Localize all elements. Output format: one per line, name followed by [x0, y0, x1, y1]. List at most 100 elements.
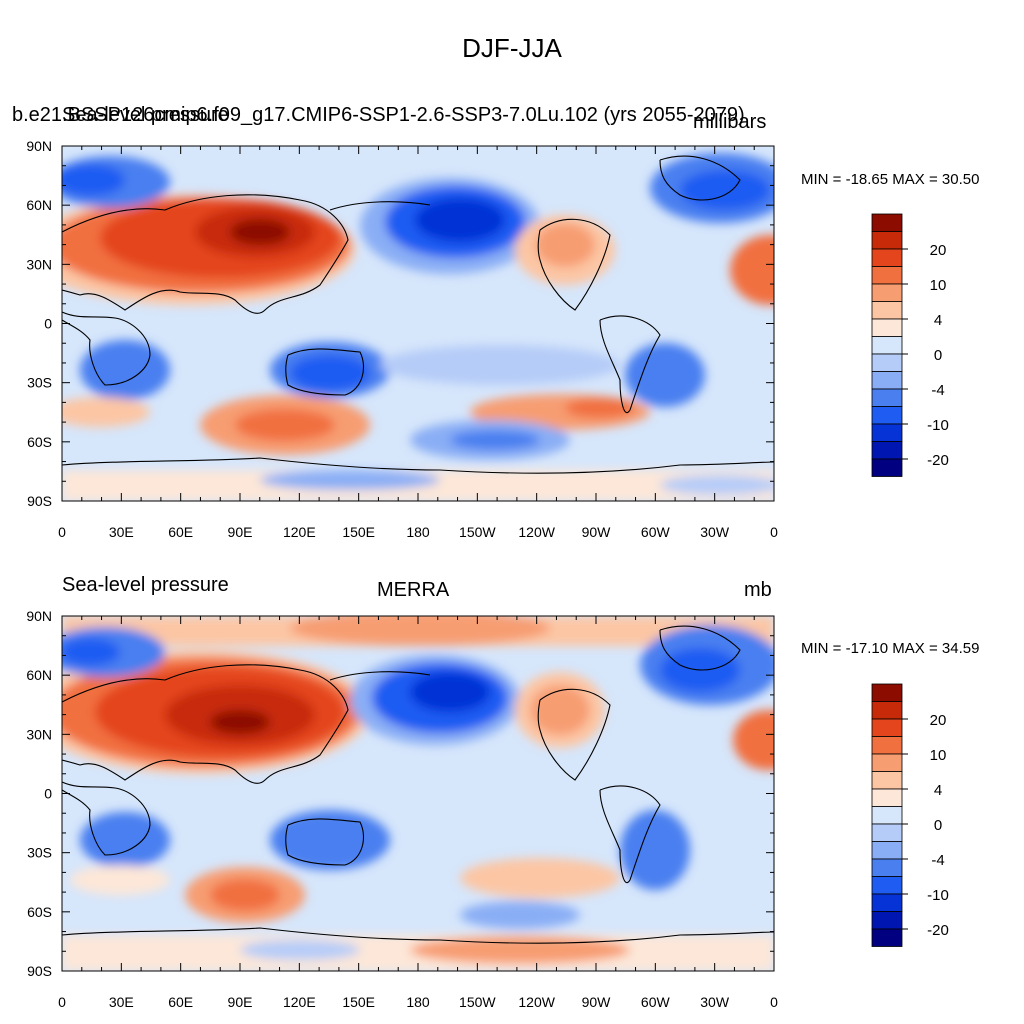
- colorbar-box: [871, 893, 903, 912]
- lon-tick-label: 120W: [518, 994, 555, 1010]
- lon-tick-label: 0: [770, 994, 778, 1010]
- colorbar-tick-label: 4: [934, 782, 942, 799]
- colorbar-box: [871, 876, 903, 895]
- lon-tick-label: 180: [406, 994, 430, 1010]
- colorbar-box: [871, 841, 903, 860]
- colorbar-tick-label: -20: [927, 452, 949, 469]
- colorbar-tick-label: 0: [934, 817, 942, 834]
- colorbar-box: [871, 336, 903, 355]
- lon-tick-label: 30W: [700, 524, 730, 540]
- lon-tick-label: 30W: [700, 994, 730, 1010]
- colorbar-box: [871, 248, 903, 267]
- lon-tick-label: 150W: [459, 524, 496, 540]
- colorbar-box: [871, 423, 903, 442]
- colorbar-tick-label: -10: [927, 887, 949, 904]
- lon-tick-label: 120E: [283, 994, 316, 1010]
- panel2-tick-labels: 90N 60N 30N 0 30S 60S 90S 0 30E 60E 90E 120E 150E 180…: [26, 608, 778, 1010]
- lat-tick-label: 0: [44, 316, 52, 332]
- lon-tick-label: 0: [770, 524, 778, 540]
- panel1-ticks: [61, 145, 775, 502]
- lat-tick-label: 90N: [26, 138, 52, 154]
- lon-tick-label: 60W: [641, 994, 671, 1010]
- colorbar-tick-label: 10: [930, 747, 947, 764]
- colorbar-box: [871, 458, 903, 477]
- colorbar-box: [871, 283, 903, 302]
- colorbar-box: [871, 406, 903, 425]
- lat-tick-label: 0: [44, 786, 52, 802]
- colorbar-tick-label: -20: [927, 922, 949, 939]
- lat-tick-label: 90S: [27, 963, 52, 979]
- panel2-coastlines: [62, 625, 774, 944]
- lon-tick-label: 60W: [641, 524, 671, 540]
- panel2-variable-label: Sea-level pressure: [62, 574, 229, 596]
- lat-tick-label: 30N: [26, 256, 52, 272]
- colorbar-box: [871, 753, 903, 772]
- panel2-ticks: [61, 615, 775, 972]
- lon-tick-label: 150E: [342, 994, 375, 1010]
- lon-tick-label: 60E: [168, 524, 193, 540]
- colorbar-box: [871, 911, 903, 930]
- panel1-contour-fill: [62, 153, 774, 501]
- colorbar-box: [871, 318, 903, 337]
- lat-tick-label: 90N: [26, 608, 52, 624]
- colorbar-box: [871, 301, 903, 320]
- colorbar-box: [871, 266, 903, 285]
- colorbar-box: [871, 371, 903, 390]
- lon-tick-label: 150W: [459, 994, 496, 1010]
- lon-tick-label: 120W: [518, 524, 555, 540]
- panel2-units-label: mb: [744, 579, 772, 601]
- panel1-variable-label: Sea-level pressure: [62, 104, 229, 126]
- colorbar-box: [871, 806, 903, 825]
- colorbar-box: [871, 858, 903, 877]
- lat-tick-label: 60S: [27, 434, 52, 450]
- colorbar-box: [871, 213, 903, 232]
- colorbar-tick-label: 20: [930, 712, 947, 729]
- lat-tick-label: 60S: [27, 904, 52, 920]
- panel1-colorbar: 20 10 4 0 -4 -10 -20: [871, 213, 949, 477]
- colorbar-tick-label: 10: [930, 277, 947, 294]
- panel1-minmax: MIN = -18.65 MAX = 30.50: [801, 171, 980, 188]
- colorbar-box: [871, 771, 903, 790]
- panel1-map: 90N 60N 30N 0 30S 60S 90S 0 30E 60E 90E 120E 150E 180…: [26, 138, 778, 540]
- panel1-case-label: b.e21.BSSP126cmip6.f09_g17.CMIP6-SSP1-2.…: [12, 104, 745, 126]
- panel2-dataset-label: MERRA: [377, 579, 450, 601]
- colorbar-box: [871, 788, 903, 807]
- lon-tick-label: 150E: [342, 524, 375, 540]
- colorbar-box: [871, 683, 903, 702]
- lon-tick-label: 120E: [283, 524, 316, 540]
- colorbar-box: [871, 441, 903, 460]
- lat-tick-label: 60N: [26, 667, 52, 683]
- lon-tick-label: 0: [58, 994, 66, 1010]
- lon-tick-label: 30E: [109, 524, 134, 540]
- colorbar-box: [871, 388, 903, 407]
- lon-tick-label: 30E: [109, 994, 134, 1010]
- colorbar-box: [871, 736, 903, 755]
- panel2-colorbar: 20 10 4 0 -4 -10 -20: [871, 683, 949, 947]
- lat-tick-label: 30S: [27, 375, 52, 391]
- panel1-coastlines: [62, 155, 774, 474]
- figure-title: DJF-JJA: [462, 33, 562, 63]
- colorbar-tick-label: 0: [934, 347, 942, 364]
- panel1-units-label: millibars: [693, 111, 767, 133]
- colorbar-tick-label: 4: [934, 312, 942, 329]
- panel1-tick-labels: 90N 60N 30N 0 30S 60S 90S 0 30E 60E 90E 120E 150E 180…: [26, 138, 778, 540]
- colorbar-box: [871, 718, 903, 737]
- lon-tick-label: 90W: [582, 524, 612, 540]
- lon-tick-label: 90E: [228, 524, 253, 540]
- panel2-minmax: MIN = -17.10 MAX = 34.59: [801, 640, 980, 657]
- lon-tick-label: 60E: [168, 994, 193, 1010]
- lon-tick-label: 90E: [228, 994, 253, 1010]
- lat-tick-label: 30N: [26, 726, 52, 742]
- lon-tick-label: 180: [406, 524, 430, 540]
- colorbar-tick-label: -4: [931, 382, 944, 399]
- lat-tick-label: 60N: [26, 197, 52, 213]
- panel2-map: 90N 60N 30N 0 30S 60S 90S 0 30E 60E 90E 120E 150E 180…: [26, 608, 778, 1010]
- colorbar-tick-label: 20: [930, 242, 947, 259]
- colorbar-box: [871, 231, 903, 250]
- colorbar-box: [871, 928, 903, 947]
- lat-tick-label: 30S: [27, 845, 52, 861]
- colorbar-tick-label: -10: [927, 417, 949, 434]
- colorbar-box: [871, 701, 903, 720]
- lon-tick-label: 90W: [582, 994, 612, 1010]
